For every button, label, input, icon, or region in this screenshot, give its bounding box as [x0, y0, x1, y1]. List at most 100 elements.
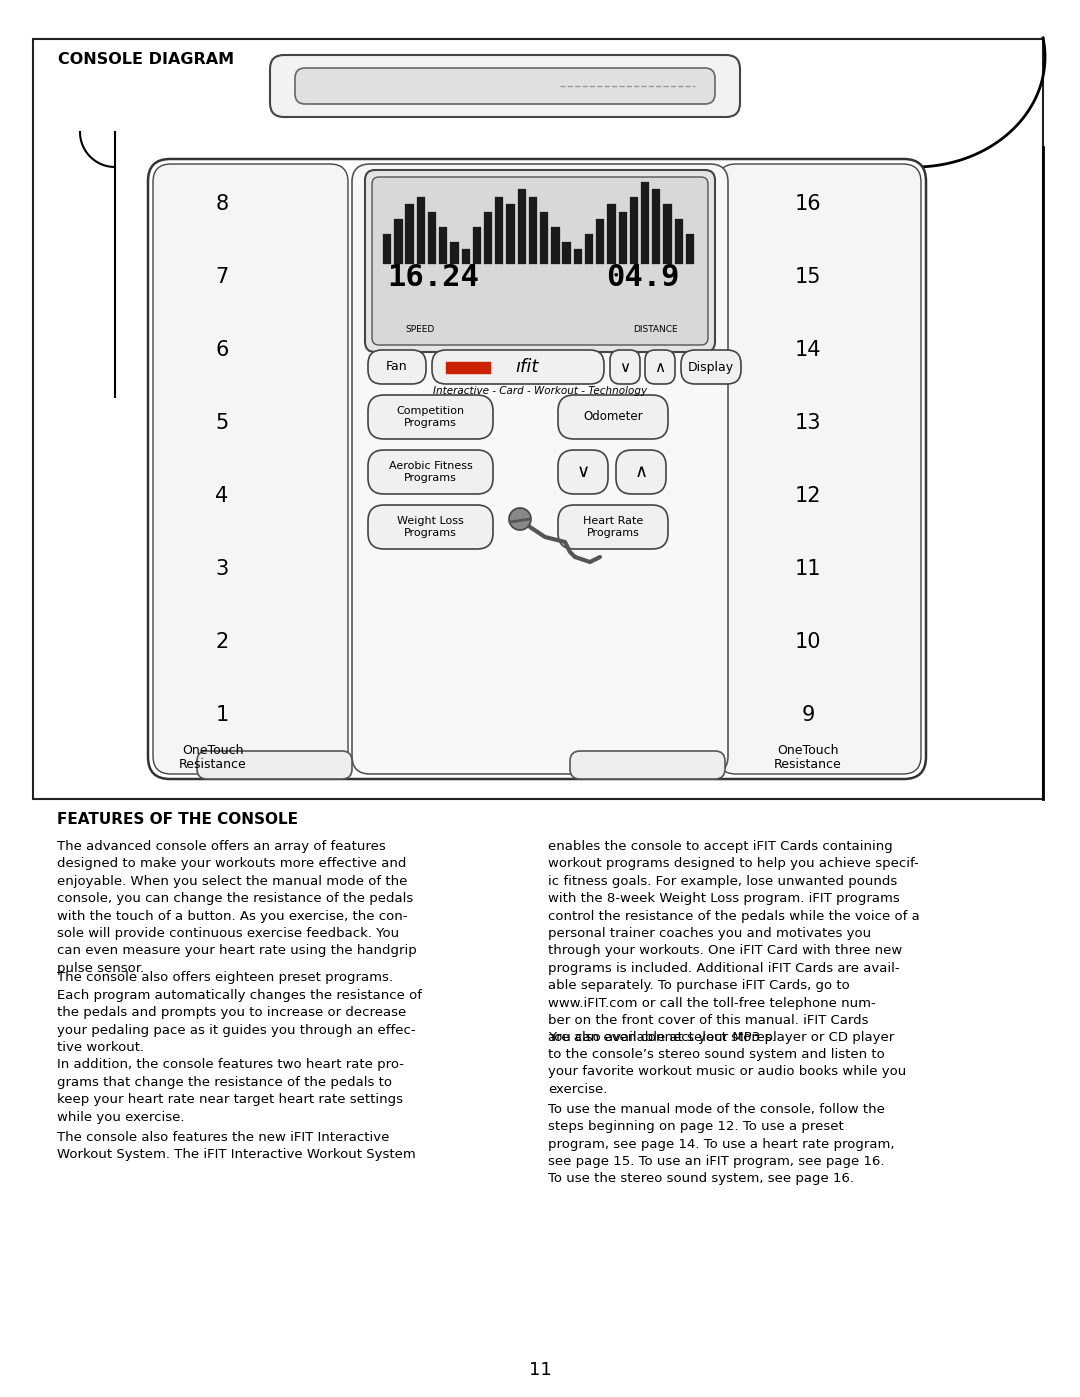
Bar — [450, 242, 459, 264]
Bar — [630, 197, 638, 264]
Text: The console also offers eighteen preset programs.
Each program automatically cha: The console also offers eighteen preset … — [57, 971, 422, 1053]
Bar — [383, 235, 391, 264]
Bar — [563, 242, 570, 264]
Bar — [540, 211, 549, 264]
Text: Odometer: Odometer — [583, 411, 643, 423]
Text: 12: 12 — [795, 486, 821, 506]
Text: 16.24: 16.24 — [387, 264, 478, 292]
FancyBboxPatch shape — [570, 752, 725, 780]
Text: Heart Rate
Programs: Heart Rate Programs — [583, 517, 643, 538]
Text: 6: 6 — [215, 339, 229, 360]
FancyBboxPatch shape — [352, 163, 728, 774]
Text: You can even connect your MP3 player or CD player
to the console’s stereo sound : You can even connect your MP3 player or … — [548, 1031, 906, 1095]
Text: In addition, the console features two heart rate pro-
grams that change the resi: In addition, the console features two he… — [57, 1059, 404, 1123]
Text: 7: 7 — [215, 267, 229, 286]
Bar — [394, 219, 403, 264]
Text: ıfit: ıfit — [515, 358, 539, 376]
FancyBboxPatch shape — [558, 504, 669, 549]
Bar — [652, 189, 661, 264]
Bar — [585, 235, 593, 264]
FancyBboxPatch shape — [295, 68, 715, 103]
Text: 14: 14 — [795, 339, 821, 360]
Text: DISTANCE: DISTANCE — [633, 326, 677, 334]
FancyBboxPatch shape — [616, 450, 666, 495]
FancyBboxPatch shape — [270, 54, 740, 117]
Bar — [440, 226, 447, 264]
Text: 13: 13 — [795, 414, 821, 433]
Text: ∨: ∨ — [577, 462, 590, 481]
Text: ∨: ∨ — [620, 359, 631, 374]
Bar — [461, 249, 470, 264]
Bar — [573, 249, 582, 264]
Text: 4: 4 — [215, 486, 229, 506]
FancyBboxPatch shape — [368, 351, 426, 384]
Bar — [686, 235, 694, 264]
Bar — [428, 211, 436, 264]
FancyBboxPatch shape — [718, 163, 921, 774]
FancyBboxPatch shape — [558, 450, 608, 495]
Text: ∧: ∧ — [654, 359, 665, 374]
FancyBboxPatch shape — [153, 163, 348, 774]
Text: OneTouch: OneTouch — [183, 745, 244, 757]
Text: Resistance: Resistance — [179, 759, 247, 771]
Text: The console also features the new iFIT Interactive
Workout System. The iFIT Inte: The console also features the new iFIT I… — [57, 1130, 416, 1161]
Bar — [551, 226, 559, 264]
Text: 5: 5 — [215, 414, 229, 433]
Bar — [405, 204, 414, 264]
Bar — [596, 219, 605, 264]
Bar — [33, 39, 1043, 799]
Text: 11: 11 — [528, 1361, 552, 1379]
FancyBboxPatch shape — [681, 351, 741, 384]
Text: 11: 11 — [795, 559, 821, 578]
Text: Aerobic Fitness
Programs: Aerobic Fitness Programs — [389, 461, 472, 483]
Bar — [495, 197, 503, 264]
Text: 3: 3 — [215, 559, 229, 578]
Bar — [607, 204, 616, 264]
FancyBboxPatch shape — [365, 170, 715, 352]
Text: SPEED: SPEED — [405, 326, 434, 334]
Bar — [663, 204, 672, 264]
FancyBboxPatch shape — [558, 395, 669, 439]
Text: 9: 9 — [801, 705, 814, 725]
Text: The advanced console offers an array of features
designed to make your workouts : The advanced console offers an array of … — [57, 840, 417, 975]
Bar — [484, 211, 492, 264]
Text: 8: 8 — [215, 194, 229, 214]
FancyBboxPatch shape — [432, 351, 604, 384]
FancyBboxPatch shape — [368, 450, 492, 495]
Text: Fan: Fan — [387, 360, 408, 373]
FancyBboxPatch shape — [148, 159, 926, 780]
Text: Display: Display — [688, 360, 734, 373]
Text: Interactive - Card - Workout - Technology: Interactive - Card - Workout - Technolog… — [433, 386, 647, 395]
Bar — [517, 189, 526, 264]
Text: 04.9: 04.9 — [606, 264, 679, 292]
Bar — [675, 219, 683, 264]
FancyBboxPatch shape — [372, 177, 708, 345]
Bar — [619, 211, 626, 264]
FancyBboxPatch shape — [368, 395, 492, 439]
Bar — [446, 362, 491, 374]
Text: enables the console to accept iFIT Cards containing
workout programs designed to: enables the console to accept iFIT Cards… — [548, 840, 920, 1045]
Text: CONSOLE DIAGRAM: CONSOLE DIAGRAM — [58, 52, 234, 67]
Text: 2: 2 — [215, 631, 229, 652]
Text: FEATURES OF THE CONSOLE: FEATURES OF THE CONSOLE — [57, 812, 298, 827]
Bar — [417, 197, 424, 264]
Text: OneTouch: OneTouch — [778, 745, 839, 757]
FancyBboxPatch shape — [197, 752, 352, 780]
FancyBboxPatch shape — [645, 351, 675, 384]
Bar — [473, 226, 481, 264]
Text: 15: 15 — [795, 267, 821, 286]
Text: 16: 16 — [795, 194, 821, 214]
Text: Competition
Programs: Competition Programs — [396, 407, 464, 427]
Circle shape — [509, 509, 531, 529]
Bar — [507, 204, 515, 264]
FancyBboxPatch shape — [368, 504, 492, 549]
Text: Resistance: Resistance — [774, 759, 842, 771]
Text: To use the manual mode of the console, follow the
steps beginning on page 12. To: To use the manual mode of the console, f… — [548, 1102, 894, 1186]
Bar — [529, 197, 537, 264]
Text: 1: 1 — [215, 705, 229, 725]
Text: 10: 10 — [795, 631, 821, 652]
Text: Weight Loss
Programs: Weight Loss Programs — [397, 517, 464, 538]
FancyBboxPatch shape — [610, 351, 640, 384]
Text: ∧: ∧ — [634, 462, 648, 481]
Bar — [640, 182, 649, 264]
